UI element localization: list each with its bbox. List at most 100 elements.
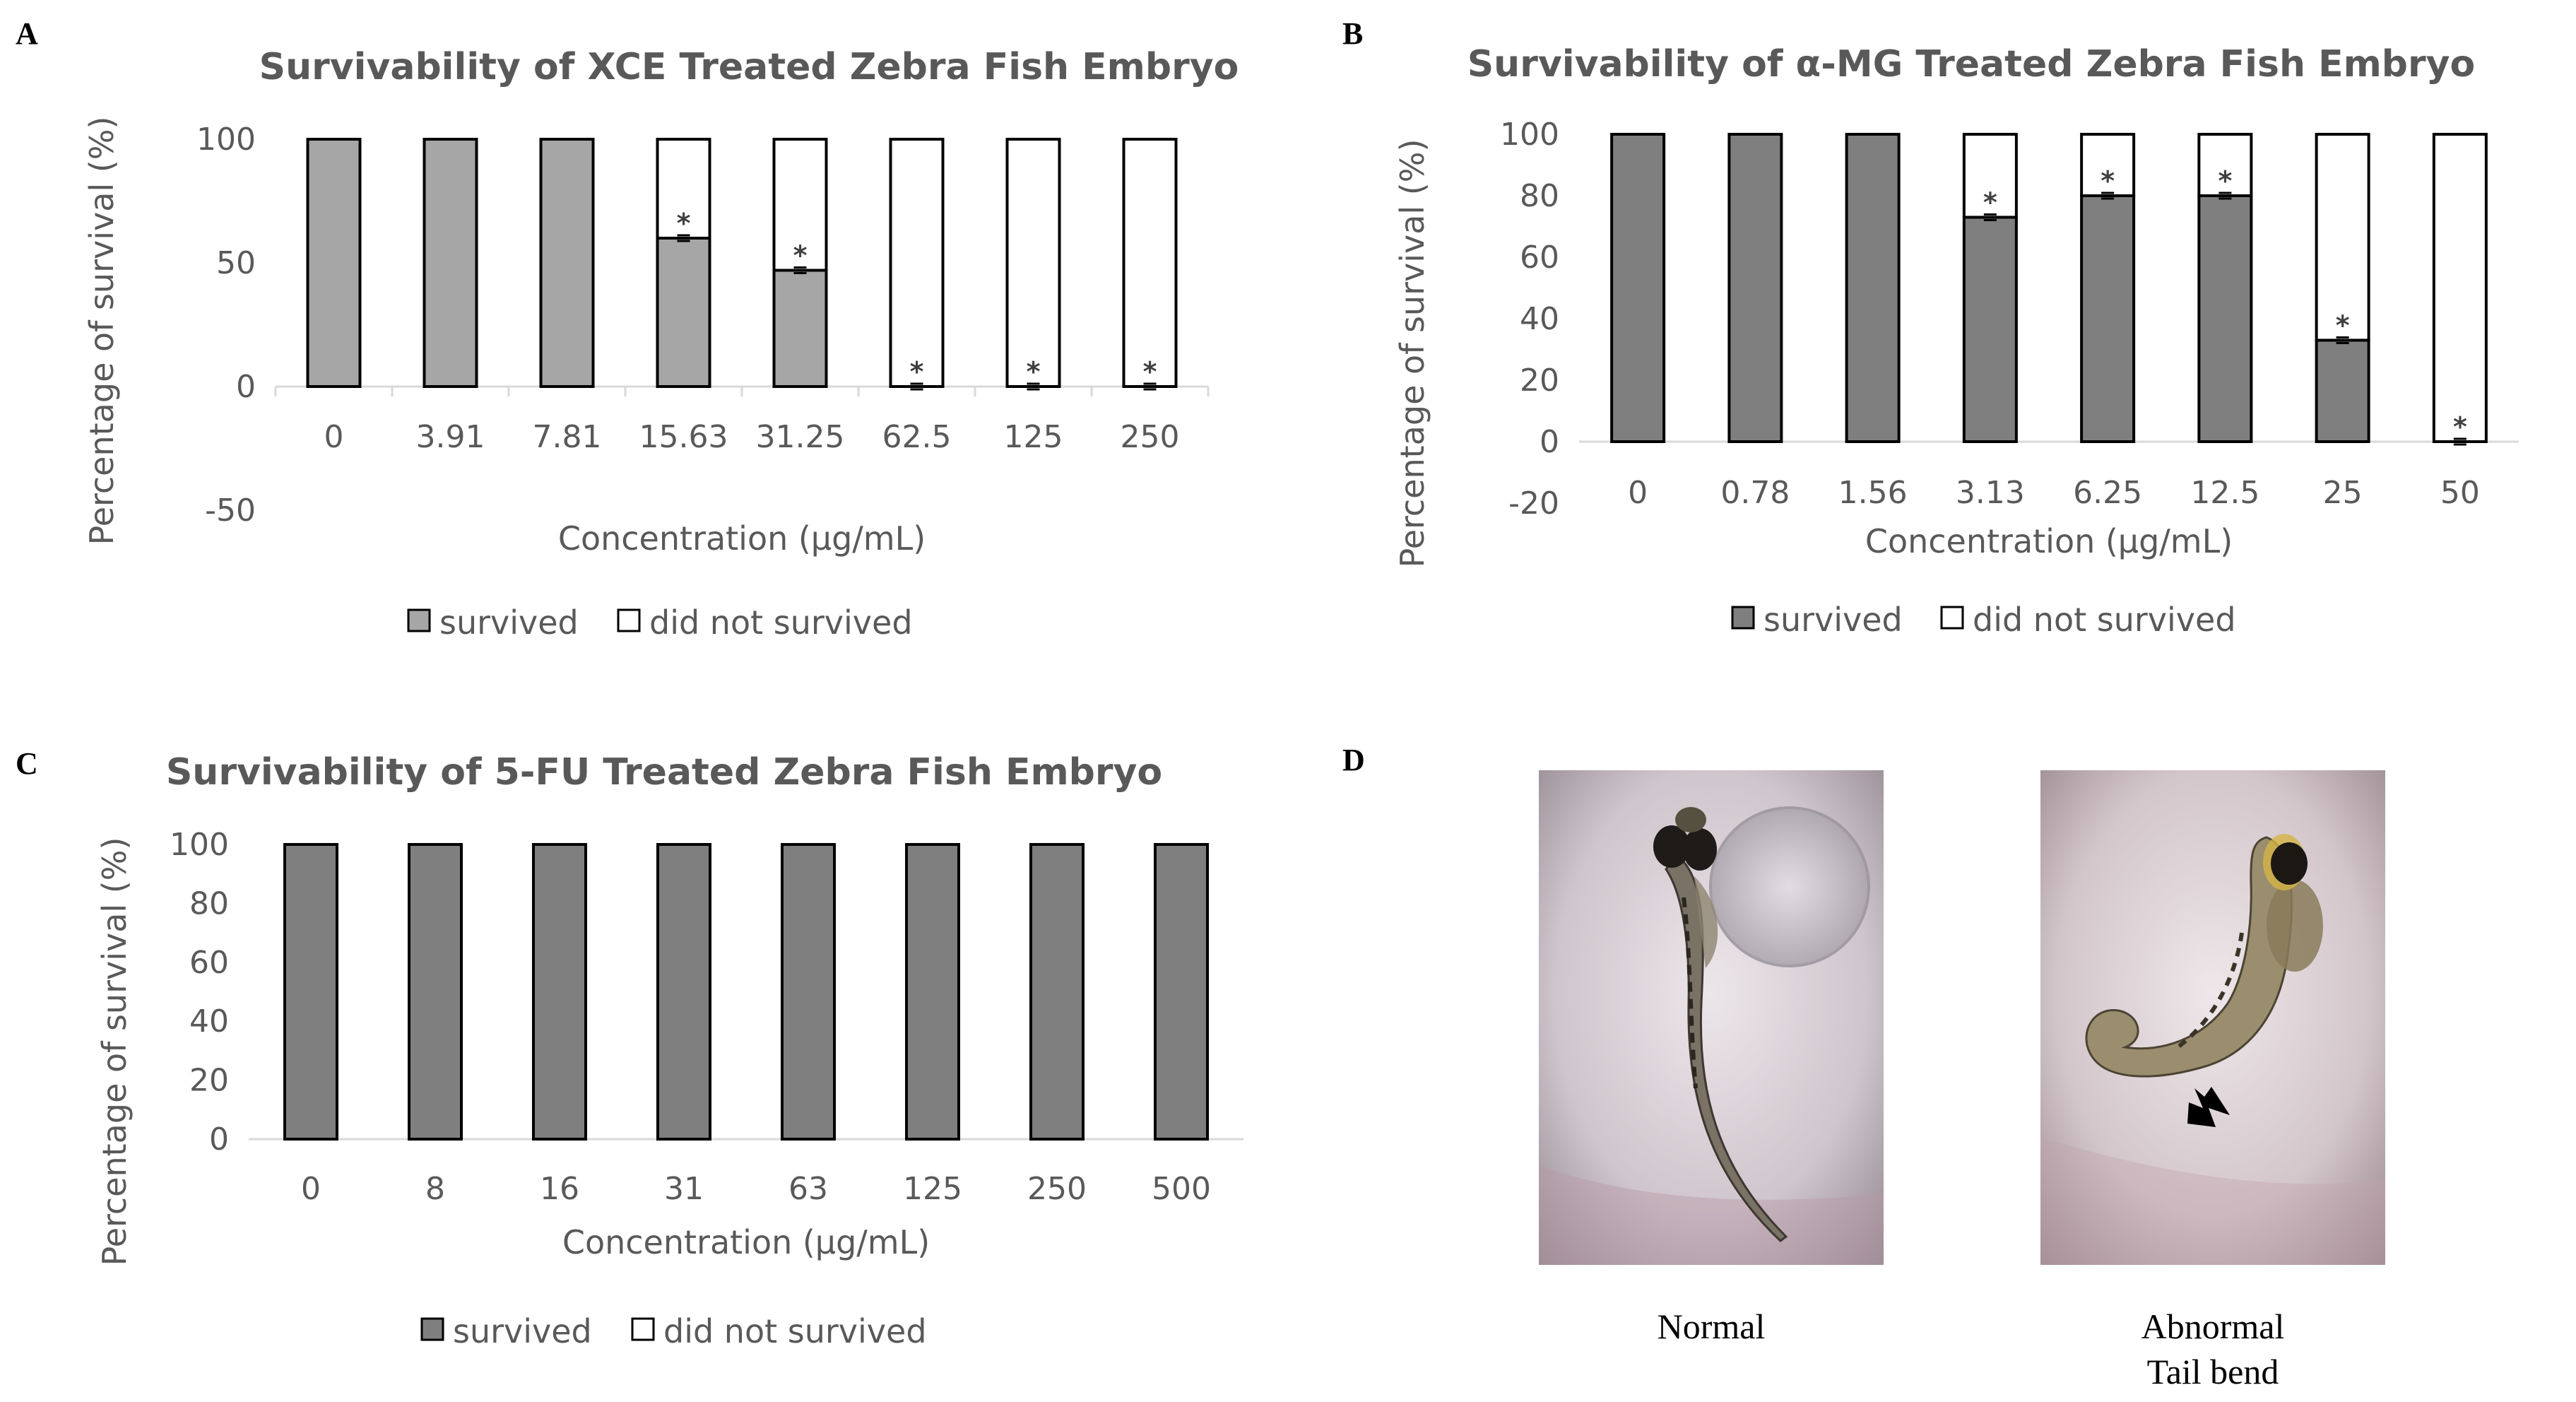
bar-survived bbox=[772, 269, 828, 388]
bar-survived bbox=[656, 237, 711, 388]
chart-title: Survivability of XCE Treated Zebra Fish … bbox=[259, 46, 1239, 88]
x-tick-label: 12.5 bbox=[2190, 475, 2259, 511]
y-tick-label: 80 bbox=[1520, 178, 1559, 214]
x-tick-label: 0 bbox=[324, 419, 344, 455]
significance-star: * bbox=[1983, 187, 1997, 218]
y-axis-label: Percentage of survival (%) bbox=[1393, 139, 1431, 568]
y-tick-label: 20 bbox=[189, 1063, 229, 1099]
significance-star: * bbox=[2218, 165, 2232, 196]
panel-label-c: C bbox=[16, 746, 38, 781]
normal-caption: Normal bbox=[1657, 1307, 1766, 1346]
legend-label: survived bbox=[1763, 601, 1903, 639]
bar-not-survived bbox=[2080, 133, 2136, 197]
significance-star: * bbox=[1027, 356, 1041, 387]
y-tick-label: 60 bbox=[1520, 240, 1559, 276]
y-tick-label: 0 bbox=[236, 369, 256, 405]
x-tick-label: 15.63 bbox=[639, 419, 728, 455]
x-tick-label: 3.91 bbox=[416, 419, 485, 455]
abnormal-embryo-photo bbox=[2040, 770, 2385, 1265]
y-tick-label: 80 bbox=[189, 885, 229, 921]
y-tick-label: 100 bbox=[1500, 117, 1559, 153]
legend-label: did not survived bbox=[649, 603, 913, 642]
bar-not-survived bbox=[2315, 133, 2370, 342]
legend-swatch-survived bbox=[407, 608, 431, 632]
y-axis-label: Percentage of survival (%) bbox=[95, 837, 134, 1266]
bar-not-survived bbox=[1962, 133, 2018, 219]
x-tick-label: 1.56 bbox=[1838, 475, 1908, 511]
bar-not-survived bbox=[2197, 133, 2253, 197]
bar-survived bbox=[1029, 843, 1085, 1141]
bar-survived bbox=[2080, 194, 2136, 443]
bar-survived bbox=[1727, 133, 1783, 443]
bar-survived bbox=[1154, 843, 1209, 1141]
bar-not-survived bbox=[2432, 133, 2488, 443]
significance-star: * bbox=[1143, 356, 1157, 387]
legend-swatch-survived bbox=[420, 1317, 444, 1341]
legend-label: did not survived bbox=[663, 1312, 927, 1350]
y-tick-label: 50 bbox=[216, 245, 256, 281]
abnormal-caption-line1: Abnormal bbox=[2141, 1307, 2285, 1346]
legend-swatch-not-survived bbox=[617, 608, 641, 632]
x-tick-label: 500 bbox=[1152, 1171, 1211, 1207]
chart-title: Survivability of 5-FU Treated Zebra Fish… bbox=[166, 751, 1162, 794]
legend-swatch-not-survived bbox=[1940, 606, 1964, 630]
y-tick-label: 0 bbox=[209, 1121, 229, 1157]
bar-not-survived bbox=[656, 138, 711, 240]
x-axis-label: Concentration (µg/mL) bbox=[562, 1223, 930, 1261]
y-tick-label: 100 bbox=[170, 827, 229, 863]
x-tick-label: 0 bbox=[1628, 475, 1648, 511]
x-tick-label: 7.81 bbox=[533, 419, 602, 455]
x-tick-label: 0.78 bbox=[1720, 475, 1790, 511]
bar-not-survived bbox=[889, 138, 945, 388]
bar-survived bbox=[2315, 338, 2370, 444]
y-axis-label: Percentage of survival (%) bbox=[83, 117, 121, 546]
bar-survived bbox=[781, 843, 836, 1141]
bar-survived bbox=[283, 843, 338, 1141]
y-tick-label: 0 bbox=[1540, 424, 1559, 460]
legend-swatch-survived bbox=[1731, 606, 1755, 630]
x-tick-label: 0 bbox=[301, 1171, 321, 1207]
chart-b: Survivability of α-MG Treated Zebra Fish… bbox=[1393, 43, 2519, 639]
significance-star: * bbox=[2101, 165, 2115, 196]
bar-not-survived bbox=[1005, 138, 1061, 388]
bar-survived bbox=[1845, 133, 1901, 443]
y-tick-label: 60 bbox=[189, 945, 229, 981]
legend-label: did not survived bbox=[1973, 601, 2236, 639]
chart-c: Survivability of 5-FU Treated Zebra Fish… bbox=[95, 751, 1243, 1350]
x-tick-label: 31.25 bbox=[756, 419, 845, 455]
bar-survived bbox=[532, 843, 587, 1141]
panel-label-a: A bbox=[16, 16, 38, 51]
bar-survived bbox=[306, 138, 362, 388]
y-tick-label: -50 bbox=[205, 493, 256, 529]
legend-label: survived bbox=[453, 1312, 592, 1350]
x-tick-label: 63 bbox=[788, 1171, 828, 1207]
x-tick-label: 25 bbox=[2323, 475, 2363, 511]
x-tick-label: 125 bbox=[1004, 419, 1063, 455]
significance-star: * bbox=[910, 356, 924, 387]
significance-star: * bbox=[2336, 310, 2350, 341]
bar-survived bbox=[1610, 133, 1666, 443]
legend-label: survived bbox=[439, 603, 579, 642]
bar-survived bbox=[1962, 216, 2018, 443]
x-tick-label: 6.25 bbox=[2073, 475, 2142, 511]
x-tick-label: 62.5 bbox=[882, 419, 952, 455]
chart-title: Survivability of α-MG Treated Zebra Fish… bbox=[1467, 43, 2476, 86]
x-tick-label: 50 bbox=[2440, 475, 2480, 511]
bar-survived bbox=[2197, 194, 2253, 443]
x-tick-label: 31 bbox=[664, 1171, 704, 1207]
y-tick-label: 40 bbox=[1520, 301, 1559, 337]
y-tick-label: -20 bbox=[1508, 485, 1559, 522]
bar-survived bbox=[423, 138, 478, 388]
x-tick-label: 3.13 bbox=[1956, 475, 2025, 511]
x-tick-label: 250 bbox=[1027, 1171, 1087, 1207]
abnormal-caption-line2: Tail bend bbox=[2146, 1352, 2279, 1391]
bar-survived bbox=[408, 843, 463, 1141]
y-tick-label: 40 bbox=[189, 1003, 229, 1039]
y-tick-label: 20 bbox=[1520, 363, 1559, 399]
x-tick-label: 125 bbox=[903, 1171, 962, 1207]
x-axis-label: Concentration (µg/mL) bbox=[558, 519, 926, 558]
bar-not-survived bbox=[772, 138, 828, 272]
panel-label-b: B bbox=[1342, 16, 1364, 51]
significance-star: * bbox=[677, 208, 691, 239]
legend-swatch-not-survived bbox=[631, 1317, 655, 1341]
